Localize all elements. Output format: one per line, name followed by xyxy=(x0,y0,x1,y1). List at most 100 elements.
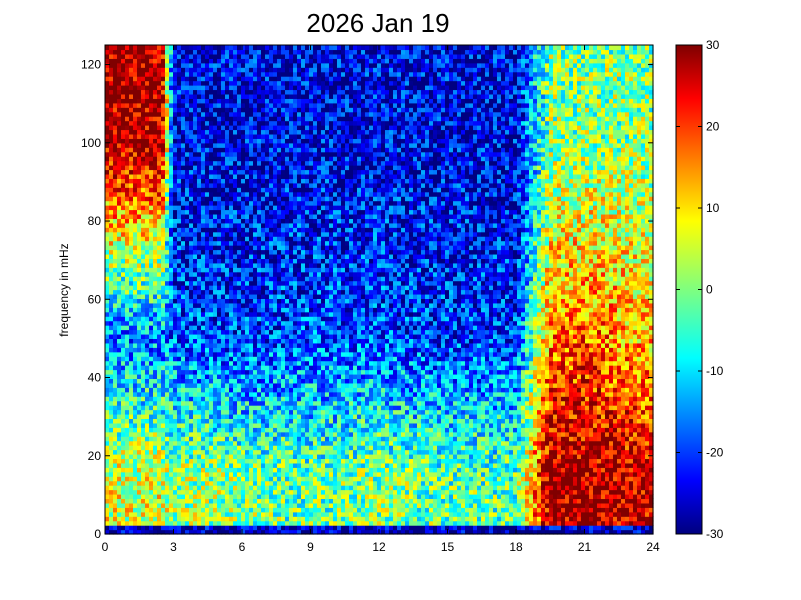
heatmap-cell xyxy=(165,449,170,455)
heatmap-cell xyxy=(221,200,226,206)
heatmap-cell xyxy=(153,458,158,464)
heatmap-cell xyxy=(253,347,258,353)
heatmap-cell xyxy=(133,45,138,51)
heatmap-cell xyxy=(133,342,138,348)
heatmap-cell xyxy=(241,413,246,420)
heatmap-cell xyxy=(245,520,250,526)
heatmap-cell xyxy=(173,369,178,375)
heatmap-cell xyxy=(237,67,242,73)
heatmap-cell xyxy=(265,507,270,513)
heatmap-cell xyxy=(157,449,162,455)
heatmap-cell xyxy=(281,409,286,415)
heatmap-cell xyxy=(265,373,270,380)
heatmap-cell xyxy=(133,347,138,353)
heatmap-cell xyxy=(229,378,234,384)
heatmap-cell xyxy=(217,62,222,68)
heatmap-cell xyxy=(153,302,158,308)
heatmap-cell xyxy=(281,391,286,397)
heatmap-cell xyxy=(257,320,262,326)
heatmap-cell xyxy=(209,333,214,339)
heatmap-cell xyxy=(125,298,130,304)
heatmap-cell xyxy=(169,102,174,108)
heatmap-cell xyxy=(201,333,206,339)
heatmap-cell xyxy=(189,342,194,348)
heatmap-cell xyxy=(197,98,202,104)
heatmap-cell xyxy=(205,507,210,513)
heatmap-cell xyxy=(133,76,138,82)
heatmap-cell xyxy=(273,107,278,113)
heatmap-cell xyxy=(149,116,154,122)
heatmap-cell xyxy=(177,133,182,139)
heatmap-cell xyxy=(129,369,134,375)
heatmap-cell xyxy=(169,133,174,139)
heatmap-cell xyxy=(105,453,110,460)
heatmap-cell xyxy=(129,525,134,531)
heatmap-cell xyxy=(201,378,206,384)
heatmap-cell xyxy=(249,276,254,282)
heatmap-cell xyxy=(145,507,150,513)
heatmap-cell xyxy=(237,440,242,446)
heatmap-cell xyxy=(141,436,146,442)
heatmap-cell xyxy=(109,62,114,68)
heatmap-cell xyxy=(137,351,142,357)
heatmap-cell xyxy=(261,529,266,535)
heatmap-cell xyxy=(129,160,134,166)
heatmap-cell xyxy=(149,53,154,59)
heatmap-cell xyxy=(173,333,178,339)
heatmap-cell xyxy=(105,311,110,317)
heatmap-cell xyxy=(221,107,226,113)
heatmap-cell xyxy=(157,418,162,424)
heatmap-cell xyxy=(209,142,214,148)
heatmap-cell xyxy=(233,440,238,446)
heatmap-cell xyxy=(217,262,222,268)
heatmap-cell xyxy=(109,227,114,233)
heatmap-cell xyxy=(205,271,210,277)
heatmap-cell xyxy=(165,365,170,371)
heatmap-cell xyxy=(125,107,130,113)
heatmap-cell xyxy=(237,302,242,308)
heatmap-cell xyxy=(225,400,230,406)
heatmap-cell xyxy=(277,271,282,277)
heatmap-cell xyxy=(197,276,202,282)
heatmap-cell xyxy=(105,471,110,477)
heatmap-cell xyxy=(249,347,254,353)
heatmap-cell xyxy=(121,480,126,486)
heatmap-cell xyxy=(117,427,122,433)
heatmap-cell xyxy=(197,187,202,193)
heatmap-cell xyxy=(261,471,266,477)
heatmap-cell xyxy=(169,178,174,184)
heatmap-cell xyxy=(269,271,274,277)
heatmap-cell xyxy=(253,205,258,211)
heatmap-cell xyxy=(205,307,210,313)
heatmap-cell xyxy=(229,253,234,259)
heatmap-cell xyxy=(153,98,158,104)
heatmap-cell xyxy=(177,245,182,251)
heatmap-cell xyxy=(173,205,178,211)
heatmap-cell xyxy=(205,253,210,259)
heatmap-cell xyxy=(265,333,270,339)
heatmap-cell xyxy=(241,53,246,59)
heatmap-cell xyxy=(257,378,262,384)
heatmap-cell xyxy=(241,462,246,468)
heatmap-cell xyxy=(121,369,126,375)
heatmap-cell xyxy=(141,476,146,482)
heatmap-cell xyxy=(181,120,186,126)
heatmap-cell xyxy=(177,387,182,393)
heatmap-cell xyxy=(197,45,202,51)
heatmap-cell xyxy=(145,62,150,68)
heatmap-cell xyxy=(169,529,174,535)
heatmap-cell xyxy=(137,76,142,82)
heatmap-cell xyxy=(181,80,186,86)
heatmap-cell xyxy=(141,467,146,473)
heatmap-cell xyxy=(249,471,254,477)
heatmap-cell xyxy=(125,333,130,339)
heatmap-cell xyxy=(245,138,250,144)
heatmap-cell xyxy=(241,173,246,179)
heatmap-cell xyxy=(277,467,282,473)
heatmap-cell xyxy=(181,351,186,357)
heatmap-cell xyxy=(273,231,278,237)
heatmap-cell xyxy=(105,351,110,357)
heatmap-cell xyxy=(233,311,238,317)
heatmap-cell xyxy=(157,67,162,73)
heatmap-cell xyxy=(161,525,166,531)
